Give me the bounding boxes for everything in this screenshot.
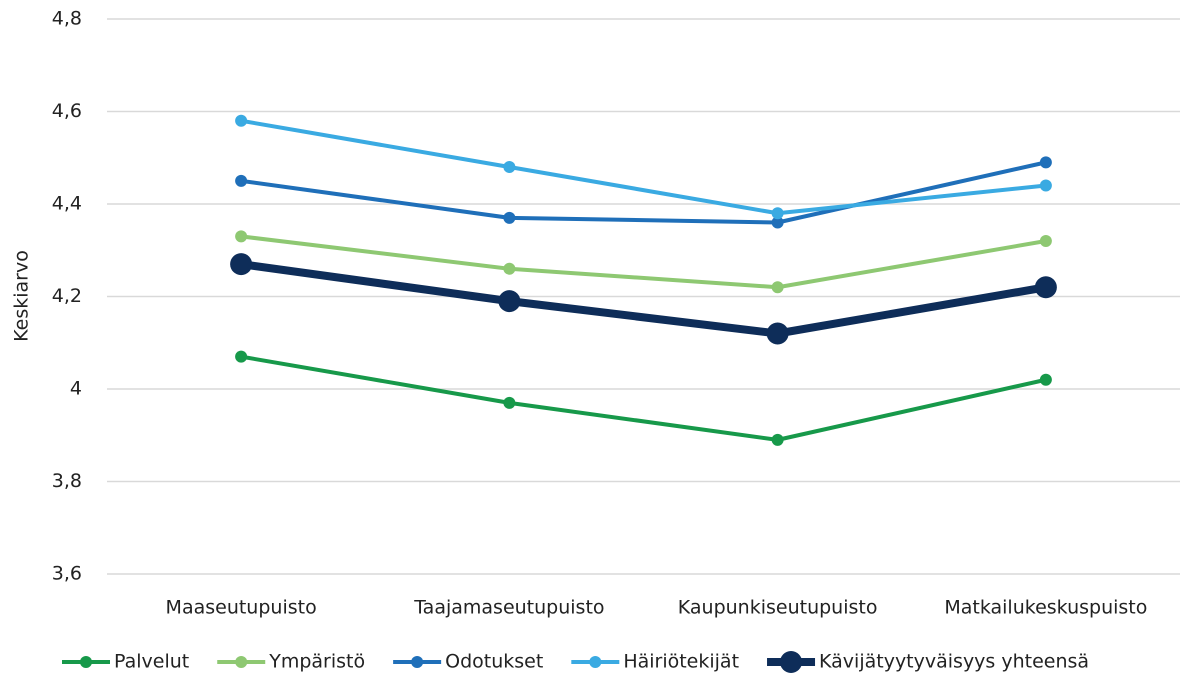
y-tick-label: 4,8 (52, 8, 82, 30)
point (766, 322, 789, 345)
legend-marker (589, 656, 602, 668)
point (1039, 235, 1052, 247)
point (1039, 156, 1052, 169)
point (1039, 179, 1052, 192)
legend-label: Kävijätyytyväisyys yhteensä (819, 651, 1089, 673)
x-tick-label: Taajamaseutupuisto (413, 597, 604, 619)
legend-label: Palvelut (114, 651, 189, 673)
legend-marker (235, 656, 248, 668)
y-tick-label: 4 (70, 378, 82, 400)
point (503, 396, 516, 409)
point (771, 281, 784, 294)
legend-label: Ympäristö (268, 651, 365, 673)
legend-marker (80, 656, 92, 668)
series-line (240, 234, 1047, 290)
point (235, 350, 248, 363)
x-tick-label: Maaseutupuisto (166, 597, 317, 619)
point (771, 207, 784, 220)
point (503, 211, 516, 224)
y-tick-label: 4,2 (52, 285, 82, 307)
series-line (240, 260, 1047, 338)
legend-label: Häiriötekijät (623, 651, 739, 673)
point (498, 290, 521, 313)
point (503, 161, 516, 173)
point (230, 253, 253, 276)
y-axis-label: Keskiarvo (11, 250, 33, 342)
series-line (240, 354, 1047, 442)
legend-marker (780, 651, 803, 673)
point (235, 174, 248, 187)
point (235, 230, 248, 243)
x-tick-label: Matkailukeskuspuisto (944, 597, 1147, 619)
point (235, 114, 248, 127)
y-tick-label: 4,4 (52, 193, 82, 215)
point (771, 433, 784, 446)
series-line (240, 118, 1047, 216)
point (1039, 373, 1052, 386)
point (503, 262, 516, 275)
legend-label: Odotukset (445, 651, 543, 673)
x-tick-label: Kaupunkiseutupuisto (678, 597, 878, 619)
point (771, 216, 784, 229)
series-line (240, 160, 1047, 225)
y-tick-label: 3,6 (52, 563, 82, 585)
point (1034, 276, 1057, 299)
legend-marker (411, 656, 424, 668)
y-tick-label: 3,8 (52, 470, 82, 492)
y-tick-label: 4,6 (52, 100, 82, 122)
